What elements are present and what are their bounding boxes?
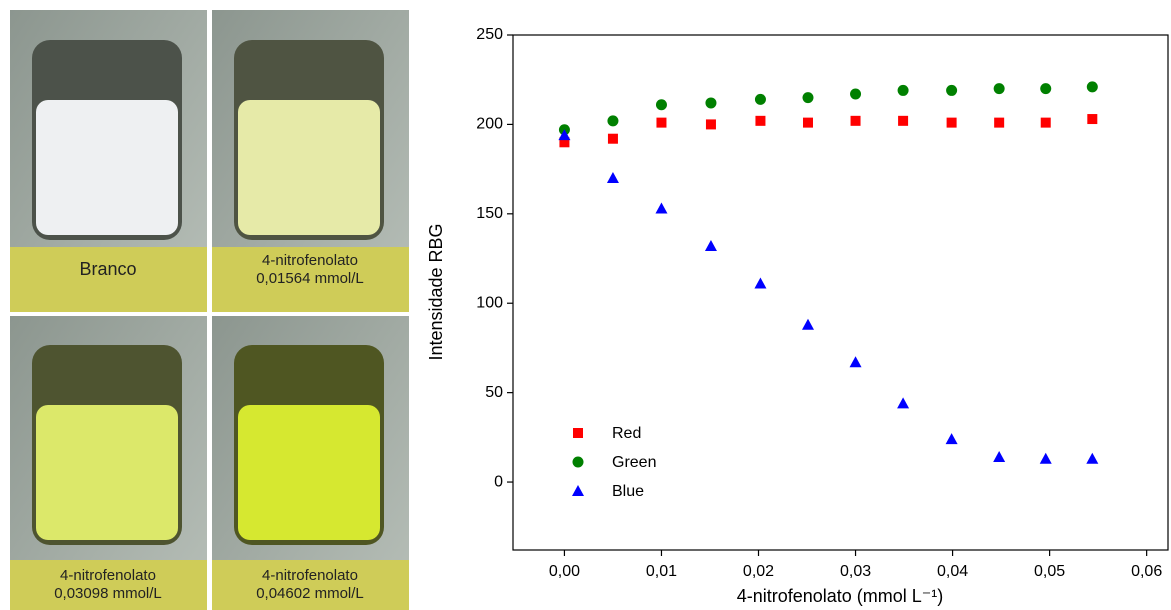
y-tick-label: 100 [476,294,503,311]
marker [850,88,862,100]
marker [1086,452,1099,464]
marker [606,172,619,184]
x-tick-label: 0,01 [646,563,677,580]
marker [993,83,1005,95]
marker [946,84,958,96]
marker [994,117,1005,128]
marker [755,115,766,126]
label-strip [212,247,409,312]
marker [573,428,583,438]
photo-label: 4-nitrofenolato [60,567,156,584]
marker [849,356,862,368]
x-tick-label: 0,02 [743,563,774,580]
marker [897,84,909,96]
marker [1039,452,1052,464]
legend-label: Blue [612,483,644,500]
label-strip [10,560,207,610]
x-tick-label: 0,03 [840,563,871,580]
marker [655,202,668,214]
marker [705,119,716,130]
legend-label: Green [612,454,656,471]
marker [1087,114,1098,125]
x-tick-label: 0,06 [1131,563,1162,580]
marker [572,456,584,468]
x-tick-label: 0,05 [1034,563,1065,580]
liquid [36,100,178,235]
marker [946,117,957,128]
plot-frame [512,34,1169,551]
liquid [238,405,380,540]
y-tick-label: 200 [476,116,503,133]
marker [802,117,813,128]
photo-label: 0,03098 mmol/L [54,585,162,602]
marker [1040,83,1052,95]
marker [1040,117,1051,128]
marker [754,93,766,105]
marker [655,99,667,111]
y-tick-label: 0 [494,473,503,490]
y-axis-label: Intensidade RBG [426,223,446,360]
legend-label: Red [612,425,641,442]
marker [705,97,717,109]
marker [607,115,619,127]
liquid [36,405,178,540]
marker [754,277,767,289]
y-tick-label: 50 [485,384,503,401]
x-axis-label: 4-nitrofenolato (mmol L⁻¹) [737,586,944,606]
x-tick-label: 0,00 [549,563,580,580]
marker [607,133,618,144]
marker [802,92,814,104]
label-strip [10,247,207,312]
marker [801,318,814,330]
x-tick-label: 0,04 [937,563,968,580]
marker [850,115,861,126]
marker [945,433,958,445]
marker [898,115,909,126]
label-strip [212,560,409,610]
photo-label: 0,01564 mmol/L [256,270,364,287]
photo-label: 4-nitrofenolato [262,567,358,584]
y-tick-label: 250 [476,26,503,43]
liquid [238,100,380,235]
marker [559,137,570,148]
marker [993,451,1006,463]
photo-label: Branco [79,259,136,279]
marker [1086,81,1098,93]
y-tick-label: 150 [476,205,503,222]
marker [704,240,717,252]
marker [558,129,571,141]
photo-label: 4-nitrofenolato [262,252,358,269]
marker [897,397,910,409]
photo-label: 0,04602 mmol/L [256,585,364,602]
marker [656,117,667,128]
marker [572,485,584,496]
